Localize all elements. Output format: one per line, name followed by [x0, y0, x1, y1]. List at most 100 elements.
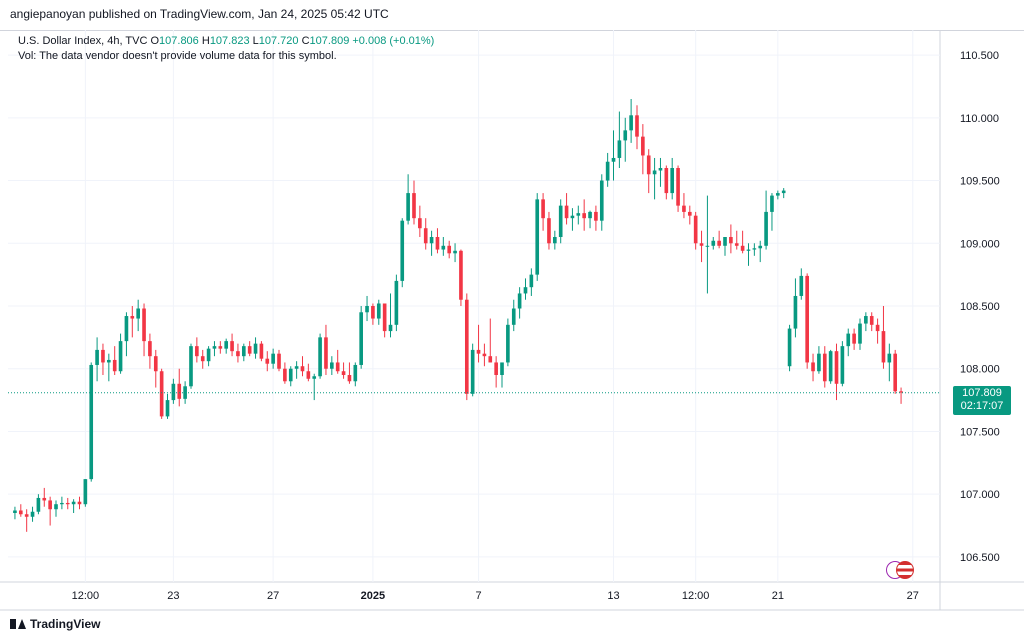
candle	[365, 295, 369, 322]
candle	[89, 362, 94, 482]
candle-body	[664, 168, 669, 194]
candle-body	[54, 504, 58, 510]
candle	[65, 497, 70, 510]
candle	[283, 362, 287, 384]
y-tick-label: 109.500	[960, 176, 1000, 188]
candle-body	[312, 376, 317, 379]
last-price-label: 107.809 02:17:07	[953, 385, 1011, 415]
candle-body	[218, 346, 223, 349]
candle-body	[805, 275, 809, 363]
candle-body	[241, 346, 246, 357]
candle	[359, 306, 363, 369]
candle-body	[271, 353, 275, 364]
candle	[664, 165, 669, 200]
candle-body	[787, 328, 792, 367]
candle-body	[376, 303, 381, 319]
candle-body	[118, 341, 123, 372]
x-tick-label: 12:00	[682, 590, 710, 602]
candle	[547, 211, 551, 250]
candle	[189, 343, 193, 389]
candle	[858, 318, 862, 350]
candle	[734, 230, 739, 250]
candle	[711, 237, 716, 250]
candle	[441, 237, 446, 256]
x-tick-label: 27	[267, 590, 279, 602]
candle-body	[764, 211, 768, 246]
candle	[247, 341, 252, 357]
candle-body	[124, 316, 129, 342]
y-tick-label: 108.000	[960, 364, 1000, 376]
candle-body	[494, 362, 498, 375]
candle-body	[869, 316, 874, 325]
candle-body	[517, 293, 522, 309]
candle	[324, 324, 328, 375]
candle-body	[107, 359, 111, 363]
footer-brand[interactable]: TradingView	[10, 617, 100, 631]
candle	[705, 195, 710, 294]
candle-body	[641, 136, 645, 156]
candle	[864, 312, 868, 332]
candle-body	[711, 240, 716, 246]
candle	[558, 199, 563, 244]
x-tick-label: 12:00	[72, 590, 100, 602]
candle-body	[353, 364, 358, 382]
economic-events-icon[interactable]	[886, 561, 916, 579]
candle	[347, 362, 352, 384]
x-tick-label: 23	[167, 590, 179, 602]
price-axis: 110.500 110.000 109.500 109.000 108.500 108.0…	[960, 50, 1000, 564]
candle	[875, 318, 880, 344]
candle	[406, 174, 410, 225]
candle-body	[189, 346, 193, 387]
candle-body	[177, 383, 182, 399]
candle	[124, 312, 129, 357]
candle-body	[705, 245, 710, 247]
candle-body	[464, 299, 469, 394]
candle	[382, 303, 387, 338]
candle-body	[423, 228, 428, 244]
candle	[241, 343, 246, 362]
candle-body	[699, 243, 704, 246]
candle-body	[406, 193, 410, 221]
candle	[306, 363, 311, 382]
candle	[822, 346, 827, 388]
tradingview-logo-icon	[10, 619, 26, 629]
candle	[83, 479, 88, 507]
candle	[177, 368, 182, 407]
candle-body	[547, 218, 551, 244]
x-tick-label: 7	[475, 590, 481, 602]
candle	[60, 496, 64, 510]
candle	[582, 199, 586, 231]
candle-body	[288, 368, 293, 382]
candle	[893, 349, 898, 394]
candle	[805, 273, 809, 369]
candle	[670, 157, 675, 200]
candle	[576, 205, 581, 225]
candle	[412, 180, 416, 225]
candle-body	[599, 180, 604, 221]
candle-body	[846, 333, 851, 347]
candle	[335, 349, 340, 374]
candle	[699, 230, 704, 263]
candle-body	[617, 140, 622, 158]
candle-body	[13, 510, 17, 513]
candle-body	[623, 130, 628, 141]
candle	[793, 278, 798, 338]
candle	[881, 306, 886, 369]
candle	[506, 318, 510, 367]
candle	[717, 230, 721, 249]
candle	[570, 208, 575, 231]
candle	[95, 337, 99, 382]
candle-body	[171, 383, 176, 401]
candle	[107, 353, 111, 382]
candle-body	[347, 375, 352, 382]
candle	[599, 174, 604, 231]
candle-body	[142, 308, 146, 342]
candle	[846, 328, 851, 357]
candle	[24, 509, 29, 532]
candle-body	[570, 215, 575, 219]
candle-body	[83, 479, 88, 505]
candle	[18, 504, 23, 517]
candle	[423, 218, 428, 250]
candle-body	[828, 351, 833, 382]
